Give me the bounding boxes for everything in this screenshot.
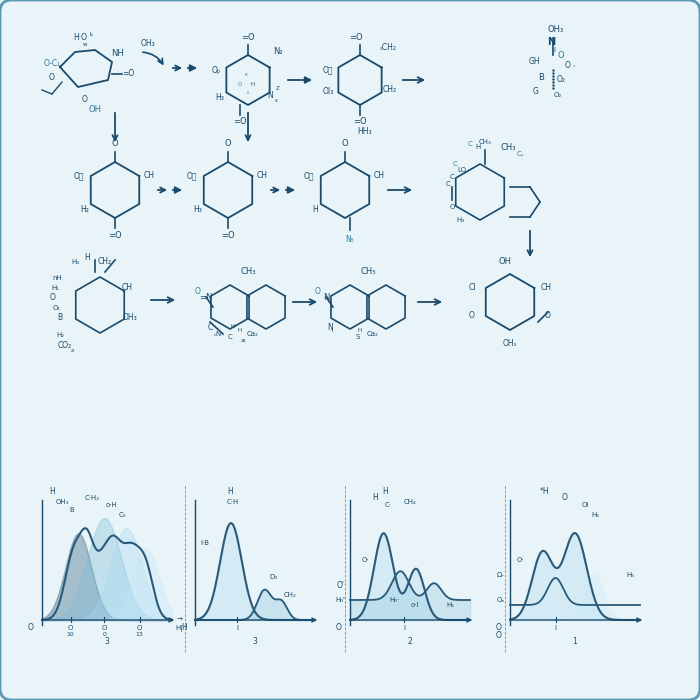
Text: B: B <box>57 314 62 323</box>
Text: Cₛ: Cₛ <box>517 151 524 157</box>
Text: H: H <box>312 206 318 214</box>
Text: Ω-: Ω- <box>497 572 505 578</box>
Text: CH₄: CH₄ <box>404 499 416 505</box>
Text: H: H <box>231 325 235 330</box>
Text: O: O <box>336 624 342 633</box>
Text: O: O <box>195 288 201 297</box>
Text: B: B <box>69 507 74 513</box>
Text: CH₂: CH₂ <box>98 258 112 267</box>
Text: O: O <box>496 624 502 633</box>
Text: =O: =O <box>122 69 134 78</box>
Text: →: → <box>177 617 183 623</box>
Text: O᷊: O᷊ <box>304 172 314 181</box>
Text: C₀: C₀ <box>118 512 126 518</box>
Text: O: O <box>136 625 142 631</box>
Text: H: H <box>382 487 388 496</box>
Text: tₛ: tₛ <box>90 32 94 36</box>
Text: H: H <box>358 328 362 332</box>
Text: O: O <box>102 625 107 631</box>
Text: H: H <box>181 624 187 633</box>
Text: CH₃: CH₃ <box>500 143 516 151</box>
Text: Cl: Cl <box>468 284 476 293</box>
Text: O᷊: O᷊ <box>74 172 84 181</box>
Text: O: O <box>545 312 551 321</box>
Text: I: I <box>331 328 332 332</box>
Text: H: H <box>251 83 255 88</box>
Text: 2: 2 <box>407 638 412 647</box>
Text: O₂: O₂ <box>554 92 562 98</box>
Text: H₃: H₃ <box>194 206 202 214</box>
Text: I: I <box>403 625 405 631</box>
Text: O᷊: O᷊ <box>323 66 333 74</box>
Text: Ol₃: Ol₃ <box>323 88 334 97</box>
Text: B: B <box>538 74 544 83</box>
Text: H: H <box>227 487 233 496</box>
Text: 13: 13 <box>136 633 144 638</box>
Text: ₀: ₀ <box>247 90 249 95</box>
Text: O₂: O₂ <box>556 76 566 85</box>
Text: Ol: Ol <box>581 502 589 508</box>
Text: O·: O· <box>361 557 369 563</box>
Text: O-C₁: O-C₁ <box>43 60 61 69</box>
Text: I: I <box>327 298 329 302</box>
Text: H: H <box>84 253 90 262</box>
Text: OH: OH <box>88 106 102 115</box>
Text: H₂: H₂ <box>56 332 64 338</box>
Text: H: H <box>372 494 378 503</box>
Text: 0: 0 <box>102 633 106 638</box>
Text: nH: nH <box>52 275 62 281</box>
Text: H|: H| <box>176 624 183 631</box>
Text: O: O <box>496 631 502 640</box>
Text: w: w <box>83 41 88 46</box>
Text: LO: LO <box>458 167 466 173</box>
Text: O: O <box>28 624 34 633</box>
Text: ε: ε <box>274 97 277 102</box>
Text: =O: =O <box>233 118 247 127</box>
Text: H: H <box>238 328 242 332</box>
Text: 3: 3 <box>253 638 258 647</box>
Text: C: C <box>446 181 450 187</box>
Text: OH₃: OH₃ <box>122 314 137 323</box>
Text: C: C <box>453 161 457 167</box>
Text: =N: =N <box>199 293 213 302</box>
Text: H: H <box>49 487 55 496</box>
Text: CH₂: CH₂ <box>284 592 296 598</box>
Text: H₂: H₂ <box>80 206 90 214</box>
Text: Z: Z <box>276 85 280 90</box>
Text: N₂: N₂ <box>273 48 283 57</box>
Text: =O: =O <box>241 34 255 43</box>
Text: CO₂: CO₂ <box>58 340 72 349</box>
Text: CH₂: CH₂ <box>383 85 397 94</box>
Text: OHₛ: OHₛ <box>503 340 517 349</box>
Text: N₅: N₅ <box>346 235 354 244</box>
Text: 3: 3 <box>104 638 109 647</box>
Text: C·: C· <box>384 502 391 508</box>
Text: ₒN: ₒN <box>214 331 222 337</box>
Text: =O: =O <box>221 232 234 241</box>
Text: GH: GH <box>528 57 540 66</box>
Text: Oₐ: Oₐ <box>497 597 505 603</box>
Text: O: O <box>82 95 88 104</box>
Text: CH: CH <box>374 172 384 181</box>
Text: H₀·: H₀· <box>390 597 400 603</box>
Text: CH: CH <box>144 172 155 181</box>
Text: CH₃: CH₃ <box>240 267 256 276</box>
Text: N: N <box>547 37 555 47</box>
Text: CH: CH <box>256 172 267 181</box>
Text: O: O <box>449 204 455 210</box>
Text: ε: ε <box>244 73 248 78</box>
Text: ₂₃: ₂₃ <box>71 347 75 353</box>
Text: O᷊: O᷊ <box>187 172 197 181</box>
Text: D₃: D₃ <box>269 574 277 580</box>
Text: O: O <box>112 139 118 148</box>
Text: *H: *H <box>540 487 550 496</box>
Text: O₁: O₁ <box>53 305 61 311</box>
Text: H₅: H₅ <box>446 602 454 608</box>
Text: I: I <box>236 625 238 631</box>
Text: O·: O· <box>516 557 524 563</box>
Text: o·H: o·H <box>106 502 118 508</box>
Text: Ca₂: Ca₂ <box>247 331 259 337</box>
Text: OH₃: OH₃ <box>141 39 155 48</box>
Text: CH: CH <box>540 284 552 293</box>
